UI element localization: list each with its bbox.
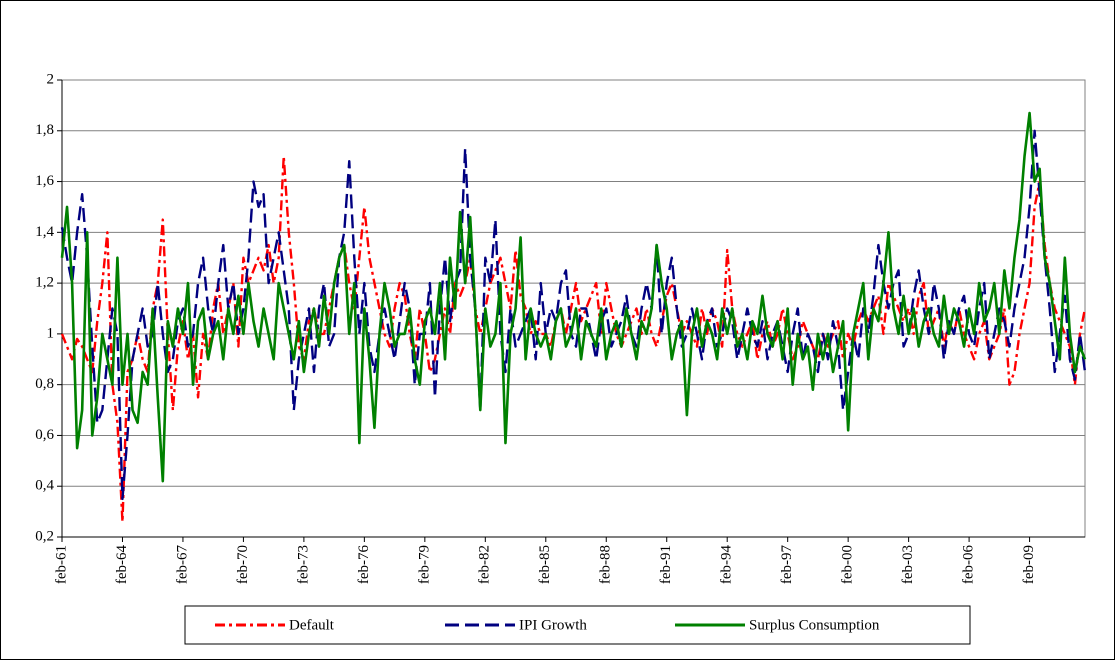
- x-tick-label: feb-67: [174, 545, 190, 585]
- legend-label: IPI Growth: [519, 617, 587, 633]
- y-tick-label: 0,2: [35, 528, 54, 544]
- y-tick-label: 0,8: [35, 376, 54, 392]
- x-tick-label: feb-70: [235, 545, 251, 584]
- y-tick-label: 1,6: [35, 173, 54, 189]
- x-tick-label: feb-09: [1021, 545, 1037, 584]
- y-tick-label: 0,6: [35, 427, 54, 443]
- x-tick-label: feb-61: [53, 545, 69, 584]
- y-tick-label: 0,4: [35, 478, 54, 494]
- legend-label: Surplus Consumption: [749, 617, 880, 633]
- y-tick-label: 1: [47, 325, 55, 341]
- x-tick-label: feb-06: [961, 545, 977, 585]
- legend-box: [184, 605, 971, 645]
- y-tick-label: 1,4: [35, 224, 54, 240]
- x-tick-label: feb-97: [779, 545, 795, 585]
- data-line: [60, 111, 1087, 483]
- legend-label: Default: [289, 617, 335, 633]
- y-tick-label: 2: [47, 71, 55, 87]
- x-tick-label: feb-64: [114, 545, 130, 585]
- x-tick-label: feb-03: [900, 545, 916, 584]
- x-tick-label: feb-79: [416, 545, 432, 584]
- x-tick-label: feb-85: [537, 545, 553, 584]
- y-tick-label: 1,8: [35, 122, 54, 138]
- data-line: [60, 129, 1087, 501]
- y-tick-label: 1,2: [35, 275, 54, 291]
- x-tick-label: feb-82: [477, 545, 493, 584]
- x-tick-label: feb-00: [840, 545, 856, 584]
- x-tick-label: feb-76: [356, 545, 372, 585]
- x-tick-label: feb-94: [719, 545, 735, 585]
- x-tick-label: feb-88: [598, 545, 614, 584]
- x-tick-label: feb-73: [295, 545, 311, 584]
- x-tick-label: feb-91: [658, 545, 674, 584]
